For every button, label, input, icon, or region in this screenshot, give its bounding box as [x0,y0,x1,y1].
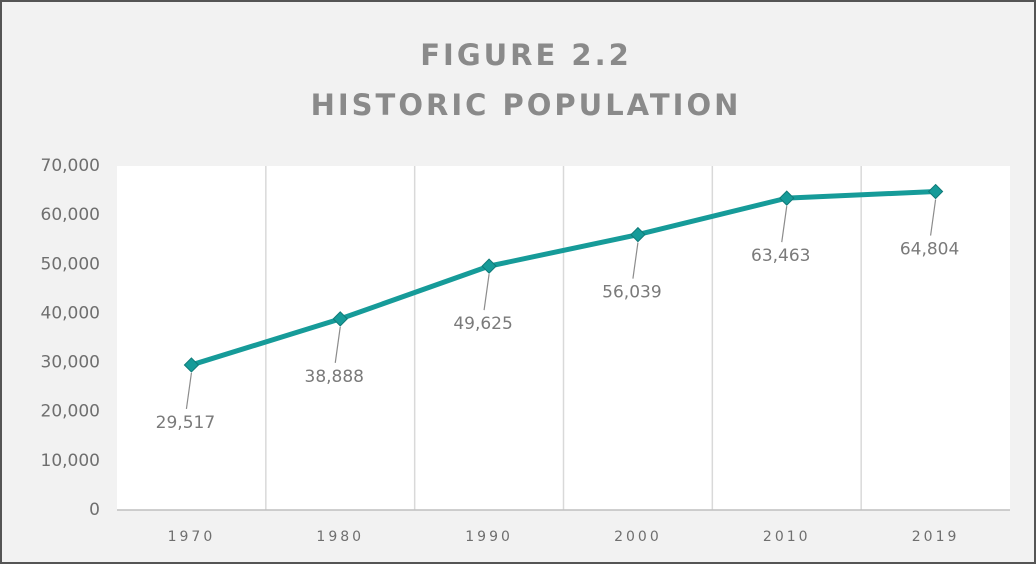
data-label: 49,625 [453,314,512,334]
x-tick-label: 2019 [912,529,960,545]
data-point [927,183,944,200]
y-tick-label: 20,000 [41,402,100,422]
leader-line [781,206,788,243]
y-tick-label: 0 [89,500,100,520]
x-tick-label: 2000 [614,529,662,545]
leader-line [334,326,341,363]
data-line [190,189,936,368]
data-point [332,311,348,327]
data-point [183,357,200,373]
y-tick-label: 10,000 [41,451,100,471]
data-label: 56,039 [602,283,661,303]
data-point [779,190,795,206]
x-tick-label: 1980 [316,529,364,545]
leader-line [929,199,937,236]
data-label: 38,888 [305,367,364,387]
data-label: 64,804 [900,240,959,260]
x-tick-label: 1990 [465,529,513,545]
chart-subtitle: HISTORIC POPULATION [311,88,742,122]
x-tick-label: 1970 [168,529,216,545]
chart-title: FIGURE 2.2 [420,38,632,72]
y-tick-label: 50,000 [41,254,100,274]
data-label: 63,463 [751,246,810,266]
y-tick-label: 70,000 [41,156,100,176]
x-tick-label: 2010 [763,529,811,545]
data-point [481,258,497,274]
y-tick-label: 40,000 [41,303,100,323]
y-tick-label: 60,000 [41,205,100,225]
leader-line [483,274,490,311]
leader-line [185,372,193,410]
data-label: 29,517 [156,413,215,433]
leader-line [632,242,639,279]
y-tick-label: 30,000 [41,353,100,373]
data-point [630,226,646,243]
